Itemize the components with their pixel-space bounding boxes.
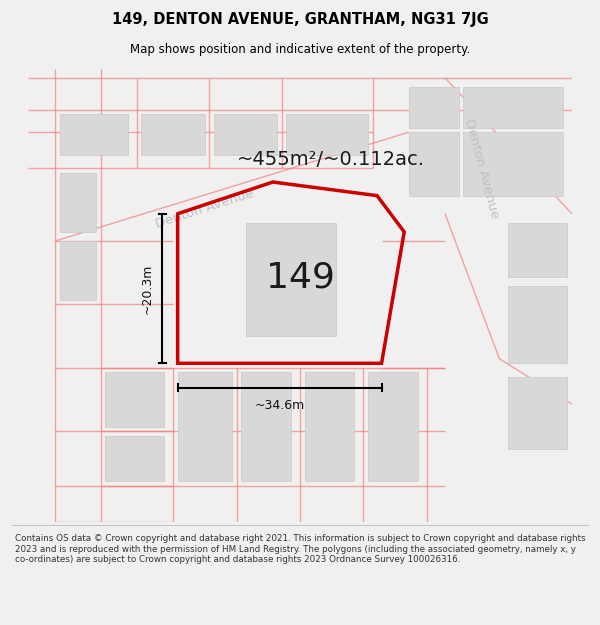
- Text: ~34.6m: ~34.6m: [254, 399, 305, 412]
- Polygon shape: [105, 372, 164, 427]
- Polygon shape: [508, 377, 568, 449]
- Polygon shape: [463, 132, 563, 196]
- Polygon shape: [105, 436, 164, 481]
- Polygon shape: [60, 114, 128, 155]
- Text: 149: 149: [266, 260, 334, 294]
- Polygon shape: [60, 241, 96, 300]
- Polygon shape: [368, 372, 418, 481]
- Polygon shape: [214, 114, 277, 155]
- Polygon shape: [241, 372, 291, 481]
- Polygon shape: [305, 372, 355, 481]
- Text: Denton Avenue: Denton Avenue: [461, 117, 501, 220]
- Polygon shape: [409, 87, 458, 128]
- Polygon shape: [286, 114, 368, 155]
- Polygon shape: [178, 372, 232, 481]
- Text: Contains OS data © Crown copyright and database right 2021. This information is : Contains OS data © Crown copyright and d…: [15, 534, 586, 564]
- Text: 149, DENTON AVENUE, GRANTHAM, NG31 7JG: 149, DENTON AVENUE, GRANTHAM, NG31 7JG: [112, 12, 488, 27]
- Polygon shape: [508, 286, 568, 363]
- Polygon shape: [245, 222, 336, 336]
- Text: ~455m²/~0.112ac.: ~455m²/~0.112ac.: [236, 150, 425, 169]
- Polygon shape: [409, 132, 458, 196]
- Text: Denton Avenue: Denton Avenue: [154, 187, 256, 231]
- Text: ~20.3m: ~20.3m: [140, 263, 153, 314]
- Polygon shape: [508, 222, 568, 278]
- Polygon shape: [142, 114, 205, 155]
- Polygon shape: [60, 173, 96, 232]
- Text: Map shows position and indicative extent of the property.: Map shows position and indicative extent…: [130, 43, 470, 56]
- Polygon shape: [463, 87, 563, 128]
